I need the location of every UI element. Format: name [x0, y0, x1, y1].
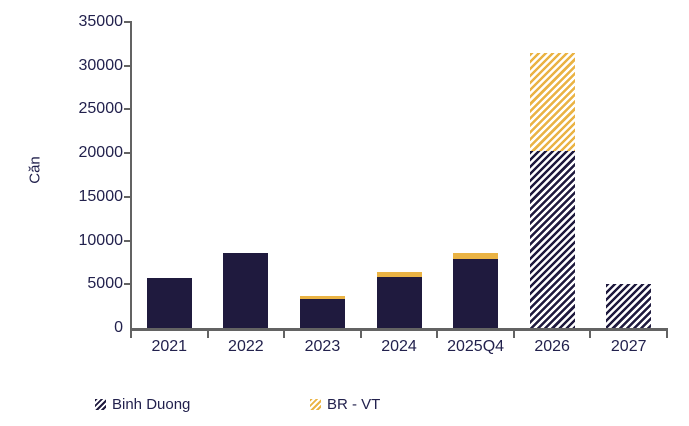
x-tick-mark	[512, 331, 515, 338]
bar-segment-binh-duong-2026	[529, 150, 575, 328]
legend-item-br-vt: BR - VT	[310, 396, 380, 413]
x-tick-label-2021: 2021	[151, 338, 188, 355]
x-tick-mark	[283, 331, 286, 338]
bar-segment-binh-duong-2024	[376, 277, 422, 328]
bar-segment-binh-duong-2025q4	[453, 258, 499, 328]
bar-segment-binh-duong-2021	[146, 278, 192, 328]
x-tick-label-2026: 2026	[534, 338, 570, 355]
y-tick-label: 20000	[78, 144, 124, 162]
legend-label-binh-duong: Binh Duong	[112, 396, 191, 413]
legend-item-binh-duong: Binh Duong	[95, 396, 190, 413]
y-tick-mark	[124, 283, 131, 286]
y-tick-mark	[124, 108, 131, 111]
x-tick-mark	[206, 331, 209, 338]
x-tick-label-2027: 2027	[610, 338, 647, 355]
bar-segment-br-vt-2026	[529, 53, 575, 151]
y-tick-mark	[124, 64, 131, 67]
x-tick-mark	[589, 331, 592, 338]
bar-segment-binh-duong-2023	[299, 299, 345, 328]
bar-segment-br-vt-2023	[299, 296, 345, 300]
legend-label-br-vt: BR - VT	[327, 396, 381, 413]
y-tick-label: 0	[114, 319, 123, 336]
y-tick-label: 35000	[78, 13, 124, 30]
br-vt-hatch-swatch-icon	[310, 399, 321, 410]
x-tick-mark	[130, 331, 132, 338]
x-tick-mark	[666, 331, 668, 338]
y-tick-label: 5000	[87, 275, 123, 293]
x-tick-mark	[359, 331, 362, 338]
y-tick-mark	[124, 21, 131, 23]
y-tick-mark	[124, 239, 131, 242]
x-tick-mark	[436, 331, 439, 338]
y-tick-label: 25000	[78, 100, 124, 118]
bar-segment-br-vt-2024	[376, 272, 422, 278]
bar-segment-br-vt-2025q4	[453, 252, 499, 259]
y-tick-label: 30000	[78, 56, 124, 74]
x-tick-label-2022: 2022	[228, 338, 264, 355]
x-tick-label-2024: 2024	[381, 338, 417, 355]
y-tick-label: 15000	[78, 187, 124, 205]
binh-duong-hatch-swatch-icon	[95, 399, 106, 410]
y-axis-line	[130, 21, 132, 331]
y-tick-label: 10000	[78, 231, 124, 249]
x-tick-label-2025q4: 2025Q4	[447, 338, 505, 355]
x-tick-label-2023: 2023	[304, 338, 341, 355]
legend: Binh Duong BR - VT	[0, 394, 689, 418]
y-tick-mark	[124, 152, 131, 155]
bar-segment-binh-duong-2027	[606, 284, 652, 328]
y-tick-mark	[124, 195, 131, 198]
bar-segment-binh-duong-2022	[223, 252, 269, 328]
x-axis-line	[130, 328, 668, 331]
